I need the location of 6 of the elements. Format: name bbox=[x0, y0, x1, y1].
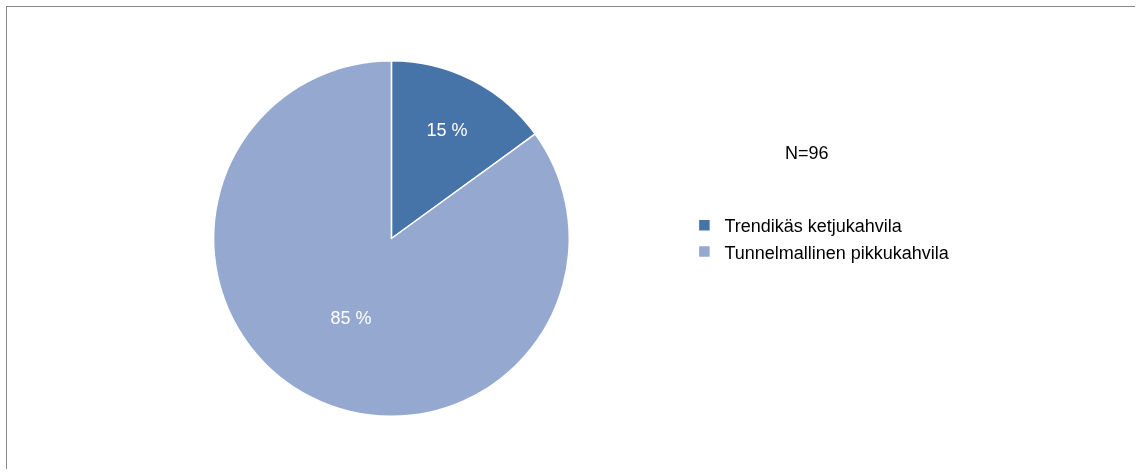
pie-slice bbox=[213, 59, 570, 417]
data-label: 15 % bbox=[426, 119, 468, 140]
legend-label: Tunnelmallinen pikkukahvila bbox=[724, 242, 950, 263]
data-label: 85 % bbox=[330, 307, 372, 328]
legend-label: Trendikäs ketjukahvila bbox=[724, 216, 903, 237]
text: N=96 bbox=[785, 143, 829, 163]
